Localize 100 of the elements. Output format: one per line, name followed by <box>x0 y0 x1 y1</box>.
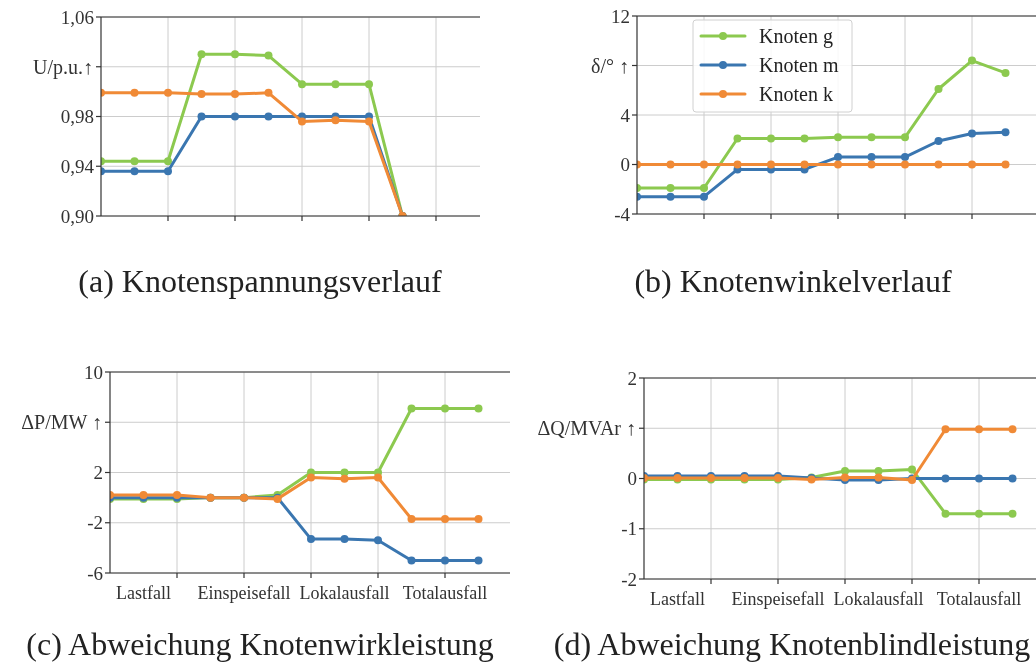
y-axis-title: U/p.u.↑ <box>33 55 93 79</box>
point <box>441 404 449 413</box>
y-tick-label: 0,90 <box>60 205 94 227</box>
point <box>474 556 483 565</box>
y-tick-label: -4 <box>614 203 631 225</box>
point <box>968 56 976 65</box>
y-tick-label: -2 <box>87 512 103 534</box>
y-tick-label: -6 <box>87 562 103 584</box>
point <box>441 514 449 523</box>
point <box>264 88 273 97</box>
y-tick-label: 10 <box>84 361 103 383</box>
point <box>666 192 675 201</box>
point <box>407 404 416 413</box>
y-tick-label: 0,98 <box>60 106 94 127</box>
y-tick-label: 0 <box>620 154 630 175</box>
point <box>231 50 239 59</box>
point <box>231 112 239 121</box>
point <box>941 474 950 483</box>
x-tick-label: Lokalausfall <box>833 589 924 609</box>
point <box>307 535 315 544</box>
point <box>340 474 349 483</box>
point <box>941 425 950 434</box>
x-tick-label: Lokalausfall <box>299 583 390 603</box>
y-tick-label: 0,94 <box>60 155 95 177</box>
point <box>666 160 675 169</box>
point <box>130 157 139 166</box>
y-tick-label: 4 <box>620 104 631 126</box>
point <box>298 80 306 89</box>
text: (d) Abweichung Knotenblindleistung <box>553 626 1031 662</box>
point <box>331 116 340 125</box>
point <box>733 160 742 169</box>
point <box>834 153 842 162</box>
x-tick-label: Totalausfall <box>936 589 1022 609</box>
point <box>474 514 483 523</box>
point <box>197 50 206 59</box>
point <box>975 474 983 483</box>
legend-label: Knoten m <box>759 54 839 76</box>
point <box>197 90 206 99</box>
point <box>800 160 809 169</box>
y-tick-label: -1 <box>621 518 637 540</box>
point <box>908 465 916 474</box>
point <box>1001 160 1010 169</box>
point <box>841 466 849 475</box>
point <box>130 88 139 97</box>
y-axis-title: δ/° ↑ <box>591 54 629 77</box>
x-tick-label: Einspeisefall <box>731 589 825 609</box>
y-tick-label: -2 <box>621 568 637 590</box>
point <box>1008 474 1017 483</box>
point <box>407 514 416 523</box>
point <box>901 160 909 169</box>
point <box>474 404 483 413</box>
text: (c) Abweichung Knotenwirkleistung <box>26 626 494 662</box>
point <box>365 80 373 89</box>
point <box>700 160 708 169</box>
text: (a) Knotenspannungsverlauf <box>78 263 443 299</box>
point <box>700 184 708 193</box>
point <box>968 160 976 169</box>
point <box>975 509 983 518</box>
point <box>331 80 340 89</box>
point <box>934 160 943 169</box>
point <box>975 425 983 434</box>
point <box>1008 509 1017 518</box>
x-tick-label: Totalausfall <box>402 583 488 603</box>
y-tick-label: 2 <box>93 462 103 483</box>
y-tick-label: 1,06 <box>60 6 94 28</box>
point <box>374 536 382 545</box>
point <box>264 112 273 121</box>
point <box>901 133 909 142</box>
point <box>800 134 809 143</box>
point <box>901 153 909 162</box>
point <box>264 51 273 60</box>
point <box>934 136 943 145</box>
legend-label: Knoten k <box>759 83 833 105</box>
point <box>941 509 950 518</box>
point <box>441 556 449 565</box>
point <box>164 88 172 97</box>
y-axis-title: ΔQ/MVAr ↑ <box>537 417 636 440</box>
point <box>307 473 315 482</box>
y-tick-label: 0 <box>627 468 637 489</box>
point <box>867 153 876 162</box>
point <box>340 535 349 544</box>
legend-label: Knoten g <box>759 25 833 48</box>
point <box>231 90 239 99</box>
point <box>733 134 742 143</box>
y-tick-label: 2 <box>627 367 637 389</box>
point <box>934 85 943 94</box>
text: (b) Knotenwinkelverlauf <box>634 263 952 299</box>
point <box>1001 68 1010 77</box>
x-tick-label: Lastfall <box>650 589 705 609</box>
point <box>666 184 675 193</box>
point <box>1008 425 1017 434</box>
point <box>867 160 876 169</box>
point <box>374 473 382 482</box>
point <box>164 167 172 176</box>
x-tick-label: Lastfall <box>116 583 171 603</box>
point <box>767 160 775 169</box>
point <box>867 133 876 142</box>
point <box>407 556 416 565</box>
point <box>700 192 708 201</box>
point <box>834 133 842 142</box>
